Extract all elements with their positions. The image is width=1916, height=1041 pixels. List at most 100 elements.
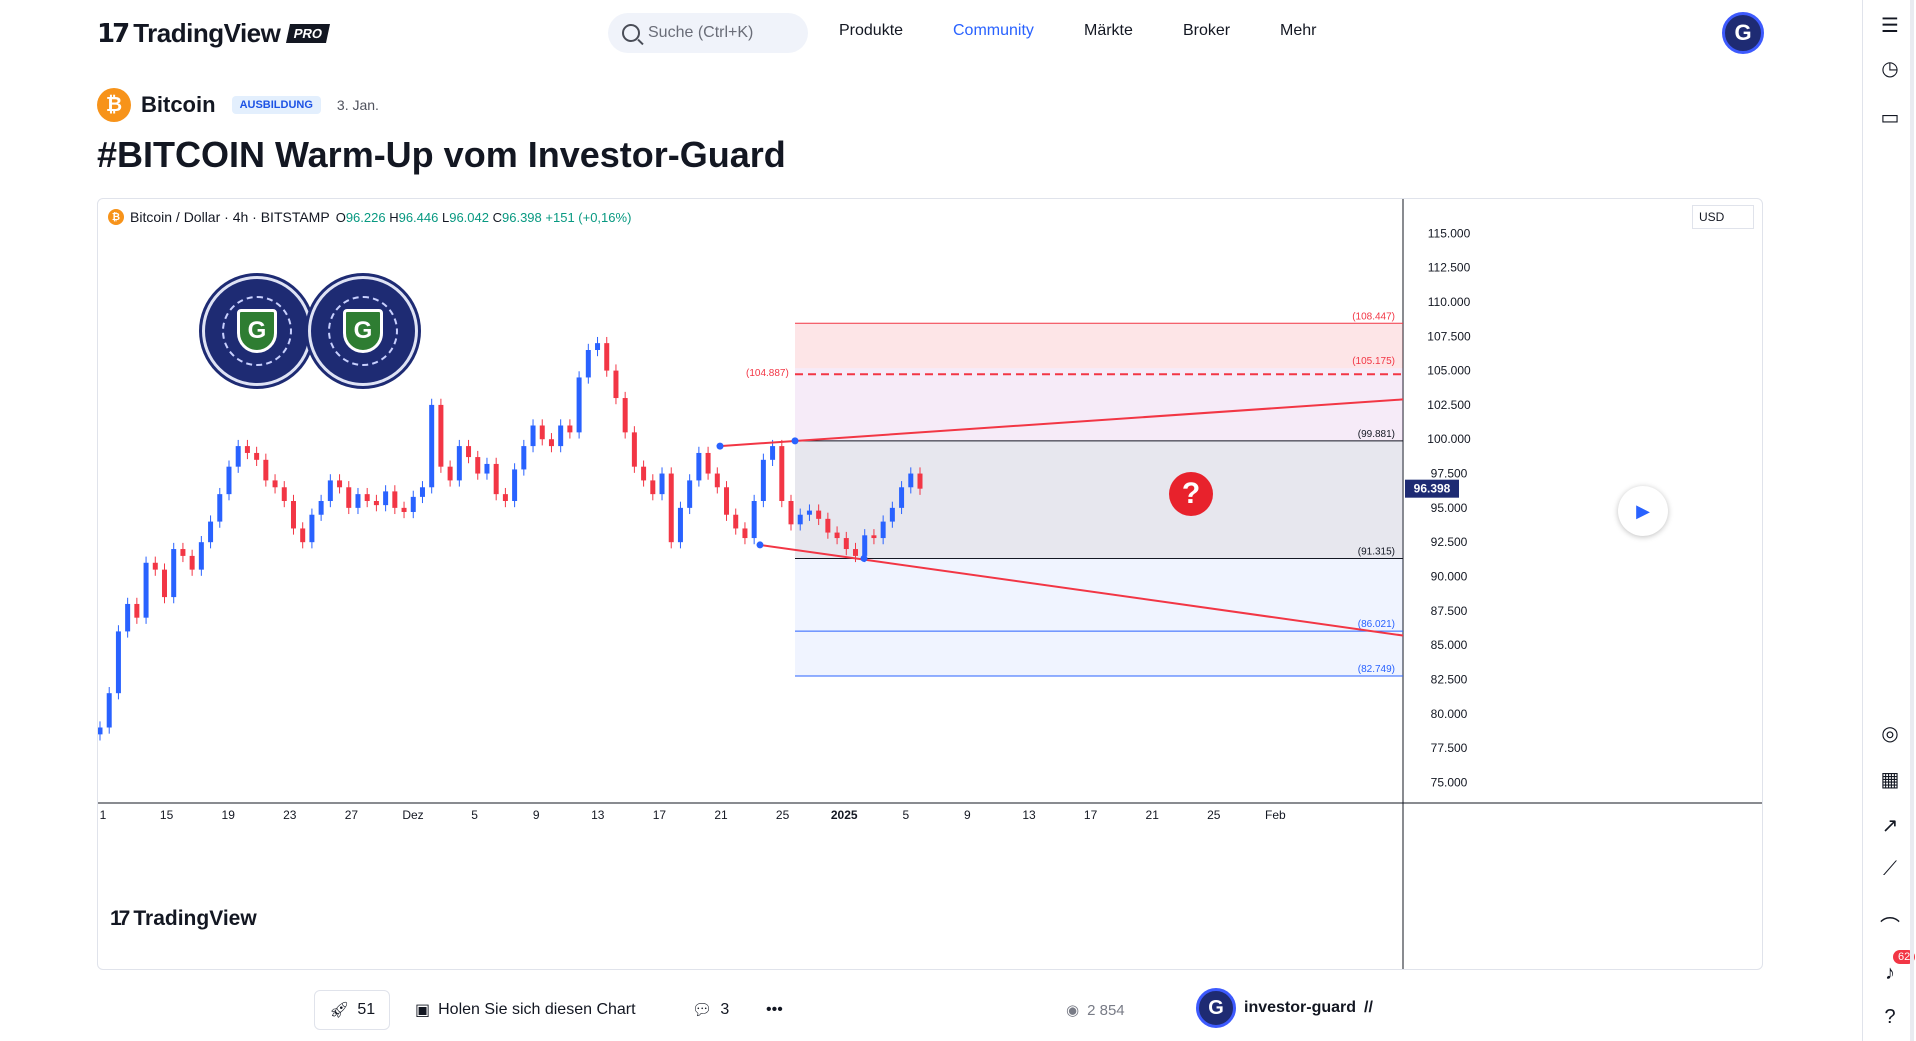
y-tick-label: 95.000 (1431, 501, 1468, 515)
comment-count: 3 (720, 1001, 730, 1018)
x-tick-label: 21 (714, 808, 728, 822)
candle-body (650, 480, 656, 495)
candle-body (208, 521, 214, 543)
candle-body (724, 487, 730, 515)
logo-text: TradingView (133, 18, 281, 48)
x-tick-label: 9 (533, 808, 540, 822)
legend-bitcoin-icon: ₿ (108, 209, 124, 225)
candle-body (346, 487, 352, 508)
level-label: (86.021) (1358, 619, 1395, 630)
candle-body (300, 528, 306, 543)
search-input[interactable]: Suche (Ctrl+K) (608, 13, 808, 53)
x-tick-label: 1 (100, 808, 107, 822)
idea-title: #BITCOIN Warm-Up vom Investor-Guard (97, 134, 786, 175)
candle-body (567, 425, 573, 433)
nav-item-produkte[interactable]: Produkte (839, 22, 904, 39)
candle-body (871, 535, 877, 539)
notification-bell-icon[interactable]: ♪ (1885, 961, 1895, 984)
nav-item-mehr[interactable]: Mehr (1280, 22, 1317, 39)
candle-body (438, 404, 444, 467)
candle-body (337, 480, 343, 488)
candle-body (668, 473, 674, 543)
idea-date: 3. Jan. (336, 97, 379, 113)
candle-body (806, 510, 812, 515)
candle-body (171, 549, 177, 598)
target-zone-mid (795, 368, 1403, 441)
y-tick-label: 115.000 (1428, 226, 1471, 240)
x-tick-label: 23 (283, 808, 297, 822)
legend-symbol[interactable]: Bitcoin / Dollar · 4h · BITSTAMP (130, 209, 330, 225)
candle-body (595, 343, 601, 350)
streams-icon[interactable]: ⌒ (1880, 916, 1900, 939)
comments-button[interactable]: 💬︎ 3 (692, 990, 729, 1030)
y-tick-label: 90.000 (1431, 570, 1468, 584)
ideas-arrows-icon[interactable]: ↗ (1881, 814, 1899, 837)
candle-body (466, 446, 472, 458)
trend-line-icon[interactable]: ⟋ (1883, 857, 1897, 880)
linien-kanaele-seal: G (308, 276, 418, 386)
help-icon[interactable]: ? (1884, 1005, 1896, 1028)
candle-body (742, 528, 748, 539)
candle-body (558, 425, 564, 447)
level-label: (104.887) (746, 368, 789, 379)
candle-body (373, 501, 379, 506)
candle-body (272, 480, 278, 488)
alerts-clock-icon[interactable]: ◷ (1881, 57, 1899, 80)
calendar-icon[interactable]: ▦ (1880, 768, 1900, 791)
candle-body (631, 432, 637, 467)
x-tick-label: 25 (776, 808, 790, 822)
trend-anchor-point (716, 442, 724, 450)
page-scrollbar[interactable] (1910, 0, 1914, 1041)
idea-symbol-link[interactable]: Bitcoin (141, 92, 216, 117)
y-tick-label: 82.500 (1431, 672, 1468, 686)
chart-container[interactable]: (108.447) (105.175) (104.887) (99.881) (91.3… (97, 198, 1763, 970)
legend-change: +151 (+0,16%) (545, 209, 632, 225)
y-tick-label: 105.000 (1427, 364, 1471, 378)
y-tick-label: 97.500 (1431, 467, 1468, 481)
chart-icon: ▣ (415, 1002, 431, 1019)
y-tick-label: 100.000 (1427, 432, 1471, 446)
y-tick-label: 110.000 (1428, 295, 1471, 309)
y-tick-label: 85.000 (1431, 638, 1468, 652)
play-replay-button[interactable]: ▶ (1618, 486, 1668, 536)
last-price-box (1405, 479, 1459, 498)
price-chart[interactable]: (108.447) (105.175) (104.887) (99.881) (91.3… (98, 199, 1763, 970)
nav-item-community[interactable]: Community (953, 22, 1034, 39)
candle-body (862, 535, 868, 556)
candle-body (604, 343, 610, 371)
author-link[interactable]: G investor-guard // (1196, 988, 1373, 1028)
search-placeholder: Suche (Ctrl+K) (648, 24, 754, 41)
target-icon[interactable]: ◎ (1881, 722, 1899, 745)
user-avatar[interactable]: G (1722, 12, 1764, 54)
tradingview-logo[interactable]: 17 TradingView PRO (97, 18, 331, 49)
candle-body (125, 603, 131, 632)
candle-body (705, 452, 711, 474)
candle-body (355, 494, 361, 508)
candle-body (143, 562, 149, 618)
idea-action-bar: 🚀︎ 51 ▣ Holen Sie sich diesen Chart 💬︎ 3… (0, 988, 1862, 1034)
more-options-button[interactable]: ••• (766, 1001, 783, 1018)
candle-body (290, 501, 296, 529)
get-chart-button[interactable]: ▣ Holen Sie sich diesen Chart (415, 990, 636, 1030)
y-tick-label: 112.500 (1428, 261, 1471, 275)
nav-item-broker[interactable]: Broker (1183, 22, 1231, 39)
boost-count: 51 (357, 1001, 376, 1018)
author-name: investor-guard (1244, 999, 1357, 1016)
chat-icon[interactable]: ▭ (1880, 106, 1900, 129)
y-tick-label: 80.000 (1431, 707, 1468, 721)
category-badge[interactable]: AUSBILDUNG (231, 96, 321, 114)
watchlist-icon[interactable]: ☰ (1881, 14, 1899, 37)
boost-button[interactable]: 🚀︎ 51 (314, 990, 391, 1030)
candle-body (429, 404, 435, 488)
views-count: 2 854 (1087, 1001, 1125, 1019)
candle-body (641, 466, 647, 481)
tv-watermark-icon: 17 (110, 907, 130, 930)
x-tick-label: 2025 (831, 808, 858, 822)
nav-item-maerkte[interactable]: Märkte (1084, 22, 1133, 39)
currency-selector[interactable]: USD (1692, 205, 1754, 229)
candle-body (456, 446, 462, 481)
candle-body (714, 473, 720, 488)
candle-body (106, 693, 112, 728)
candle-body (419, 487, 425, 497)
right-sidebar: ☰ ◷ ▭ ◎ ▦ ↗ ⟋ ⌒ ♪ 62 ? (1862, 0, 1916, 1041)
